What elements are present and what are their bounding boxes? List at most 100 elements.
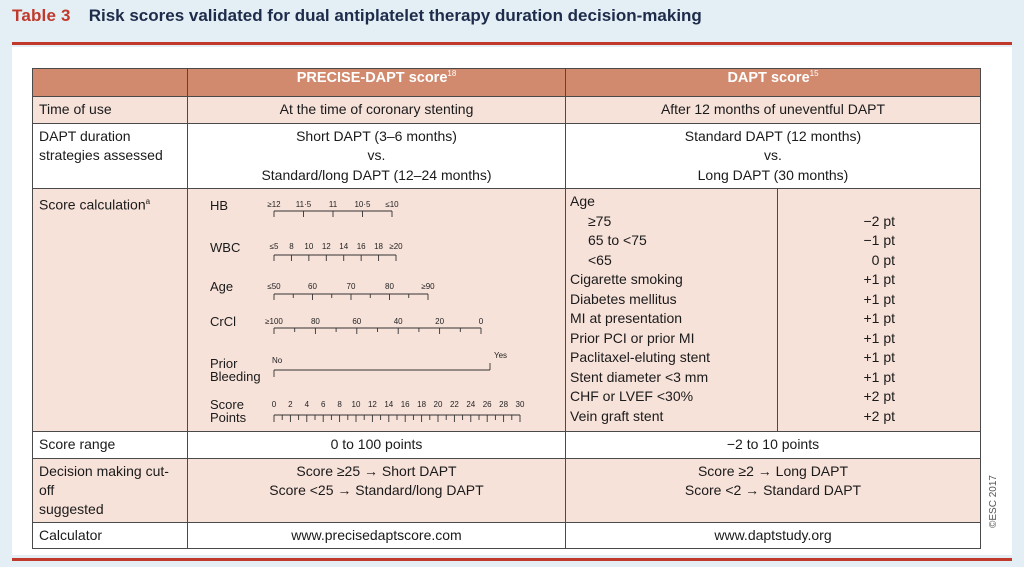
dapt-cell: Score ≥2 → Long DAPT Score <2 → Standard… <box>565 457 981 523</box>
dapt-item-label: Prior PCI or prior MI <box>570 329 695 346</box>
dapt-item-label: 65 to <75 <box>588 232 647 248</box>
wbc-scale-tick-label: 14 <box>339 242 348 251</box>
wbc-scale-tick-label: 12 <box>322 242 331 251</box>
precise-cell: 0 to 100 points <box>187 431 566 459</box>
dapt-item-points: 0 pt <box>871 251 895 268</box>
crcl-scale-tick-label: ≥100 <box>265 317 283 326</box>
header-dapt: DAPT score15 <box>565 68 981 97</box>
age-scale-tick-label: 60 <box>308 282 317 291</box>
precise-cell: Score ≥25 → Short DAPT Score <25 → Stand… <box>187 457 566 523</box>
wbc-label: WBC <box>210 240 241 255</box>
age-scale-tick-label: 80 <box>385 282 394 291</box>
dapt-cell: −2 to 10 points <box>565 431 981 459</box>
row-label: Time of use <box>32 96 188 124</box>
dapt-item-label: ≥75 <box>588 212 612 229</box>
row-label: DAPT duration strategies assessed <box>32 122 188 189</box>
points-tick-label: 2 <box>288 400 293 409</box>
dapt-score-items: Age ≥75 65 to <75 <65 Cigarette smoking Diabe… <box>565 188 981 432</box>
row-score-range: Score range 0 to 100 points −2 to 10 poi… <box>32 431 981 459</box>
row-cutoff: Decision making cut-off suggested Score … <box>32 457 981 523</box>
dapt-item-label: Stent diameter <3 mm <box>570 368 709 385</box>
wbc-scale-tick-label: 8 <box>289 242 294 251</box>
dapt-item-label: Vein graft stent <box>570 407 664 424</box>
dapt-items-list: Age ≥75 65 to <75 <65 Cigarette smoking Diabe… <box>566 189 778 431</box>
score-points-label: Score Points <box>210 397 247 425</box>
points-tick-label: 16 <box>401 400 410 409</box>
dapt-item-points <box>778 192 895 212</box>
header-row: PRECISE-DAPT score18 DAPT score15 <box>32 68 981 97</box>
table-title: Table 3 Risk scores validated for dual an… <box>12 6 702 36</box>
hb-scale-tick-label: 11 <box>329 200 338 209</box>
points-tick-label: 28 <box>499 400 508 409</box>
hb-scale-tick-label: 11·5 <box>296 200 312 209</box>
crcl-scale-tick-label: 60 <box>352 317 361 326</box>
points-tick-label: 20 <box>434 400 443 409</box>
hb-scale-tick-label: ≤10 <box>385 200 399 209</box>
crcl-scale-tick-label: 20 <box>435 317 444 326</box>
hb-label: HB <box>210 198 229 213</box>
age-label: Age <box>210 279 234 294</box>
table-number: Table 3 <box>12 6 71 25</box>
bottom-rule <box>12 558 1012 561</box>
table-caption: Risk scores validated for dual antiplate… <box>88 6 702 25</box>
row-label: Score calculationa <box>32 188 188 432</box>
dapt-cell: After 12 months of uneventful DAPT <box>565 96 981 124</box>
dapt-item-points: −2 pt <box>863 212 895 229</box>
dapt-item-label: Paclitaxel-eluting stent <box>570 349 711 365</box>
bleeding-yes-label: Yes <box>494 351 507 360</box>
dapt-item-points: +1 pt <box>863 310 895 326</box>
points-tick-label: 24 <box>466 400 475 409</box>
dapt-item-points: +2 pt <box>863 388 895 404</box>
crcl-label: CrCl <box>210 314 236 329</box>
wbc-scale-tick-label: 18 <box>374 242 383 251</box>
row-score-calculation: Score calculationa ≥12 11·5 11 10·5 ≤10 ≤5 8 10… <box>32 188 981 432</box>
hb-scale-tick-label: ≥12 <box>267 200 281 209</box>
points-tick-label: 10 <box>352 400 361 409</box>
dapt-item-label: Diabetes mellitus <box>570 290 677 307</box>
dapt-points-list: −2 pt −1 pt 0 pt +1 pt +1 pt +1 pt +1 pt +1 pt +… <box>778 189 980 431</box>
wbc-scale-tick-label: ≥20 <box>389 242 403 251</box>
dapt-item-points: +1 pt <box>863 368 895 385</box>
wbc-scale-tick-label: 16 <box>357 242 366 251</box>
dapt-item-label: Cigarette smoking <box>570 271 683 287</box>
copyright-watermark: ©ESC 2017 <box>988 475 999 528</box>
age-scale-tick-label: ≥90 <box>421 282 435 291</box>
age-scale-tick-label: ≤50 <box>267 282 281 291</box>
crcl-scale-tick-label: 40 <box>394 317 403 326</box>
dapt-item-points: +1 pt <box>863 290 895 307</box>
dapt-item-label: CHF or LVEF <30% <box>570 388 694 404</box>
dapt-item-points: +1 pt <box>863 329 895 346</box>
hb-scale-tick-label: 10·5 <box>354 200 371 209</box>
row-time-of-use: Time of use At the time of coronary sten… <box>32 96 981 124</box>
row-strategies: DAPT duration strategies assessed Short … <box>32 122 981 189</box>
precise-cell: Short DAPT (3–6 months) vs. Standard/lon… <box>187 122 566 189</box>
dapt-calculator-link[interactable]: www.daptstudy.org <box>565 521 981 549</box>
points-tick-label: 12 <box>368 400 377 409</box>
header-precise: PRECISE-DAPT score18 <box>187 68 566 97</box>
points-tick-label: 18 <box>417 400 426 409</box>
dapt-item-points: −1 pt <box>863 232 895 248</box>
points-tick-label: 26 <box>483 400 492 409</box>
points-tick-label: 6 <box>321 400 326 409</box>
dapt-item-label: <65 <box>588 251 612 268</box>
precise-nomogram: ≥12 11·5 11 10·5 ≤10 ≤5 8 10 12 14 16 18 ≥20 ≤50 60 70 8… <box>187 188 566 432</box>
row-label: Decision making cut-off suggested <box>32 457 188 523</box>
wbc-scale-tick-label: ≤5 <box>270 242 279 251</box>
dapt-item-points: +1 pt <box>863 271 895 287</box>
wbc-scale-tick-label: 10 <box>304 242 313 251</box>
bleeding-no-label: No <box>272 356 283 365</box>
row-label: Score range <box>32 431 188 459</box>
dapt-cell: Standard DAPT (12 months) vs. Long DAPT … <box>565 122 981 189</box>
row-label: Calculator <box>32 521 188 549</box>
precise-calculator-link[interactable]: www.precisedaptscore.com <box>187 521 566 549</box>
points-tick-label: 22 <box>450 400 459 409</box>
dapt-item-points: +1 pt <box>863 349 895 365</box>
dapt-item-label: Age <box>570 193 595 209</box>
top-rule <box>12 42 1012 45</box>
crcl-scale-tick-label: 0 <box>479 317 484 326</box>
points-tick-label: 4 <box>305 400 310 409</box>
nomogram-graphic: ≥12 11·5 11 10·5 ≤10≤5 8 10 12 14 16 18 ≥20≤50 60 70 8… <box>265 200 525 422</box>
dapt-item-label: MI at presentation <box>570 310 683 326</box>
bleeding-label: Prior Bleeding <box>210 356 261 384</box>
row-calculator: Calculator www.precisedaptscore.com www.… <box>32 521 981 549</box>
